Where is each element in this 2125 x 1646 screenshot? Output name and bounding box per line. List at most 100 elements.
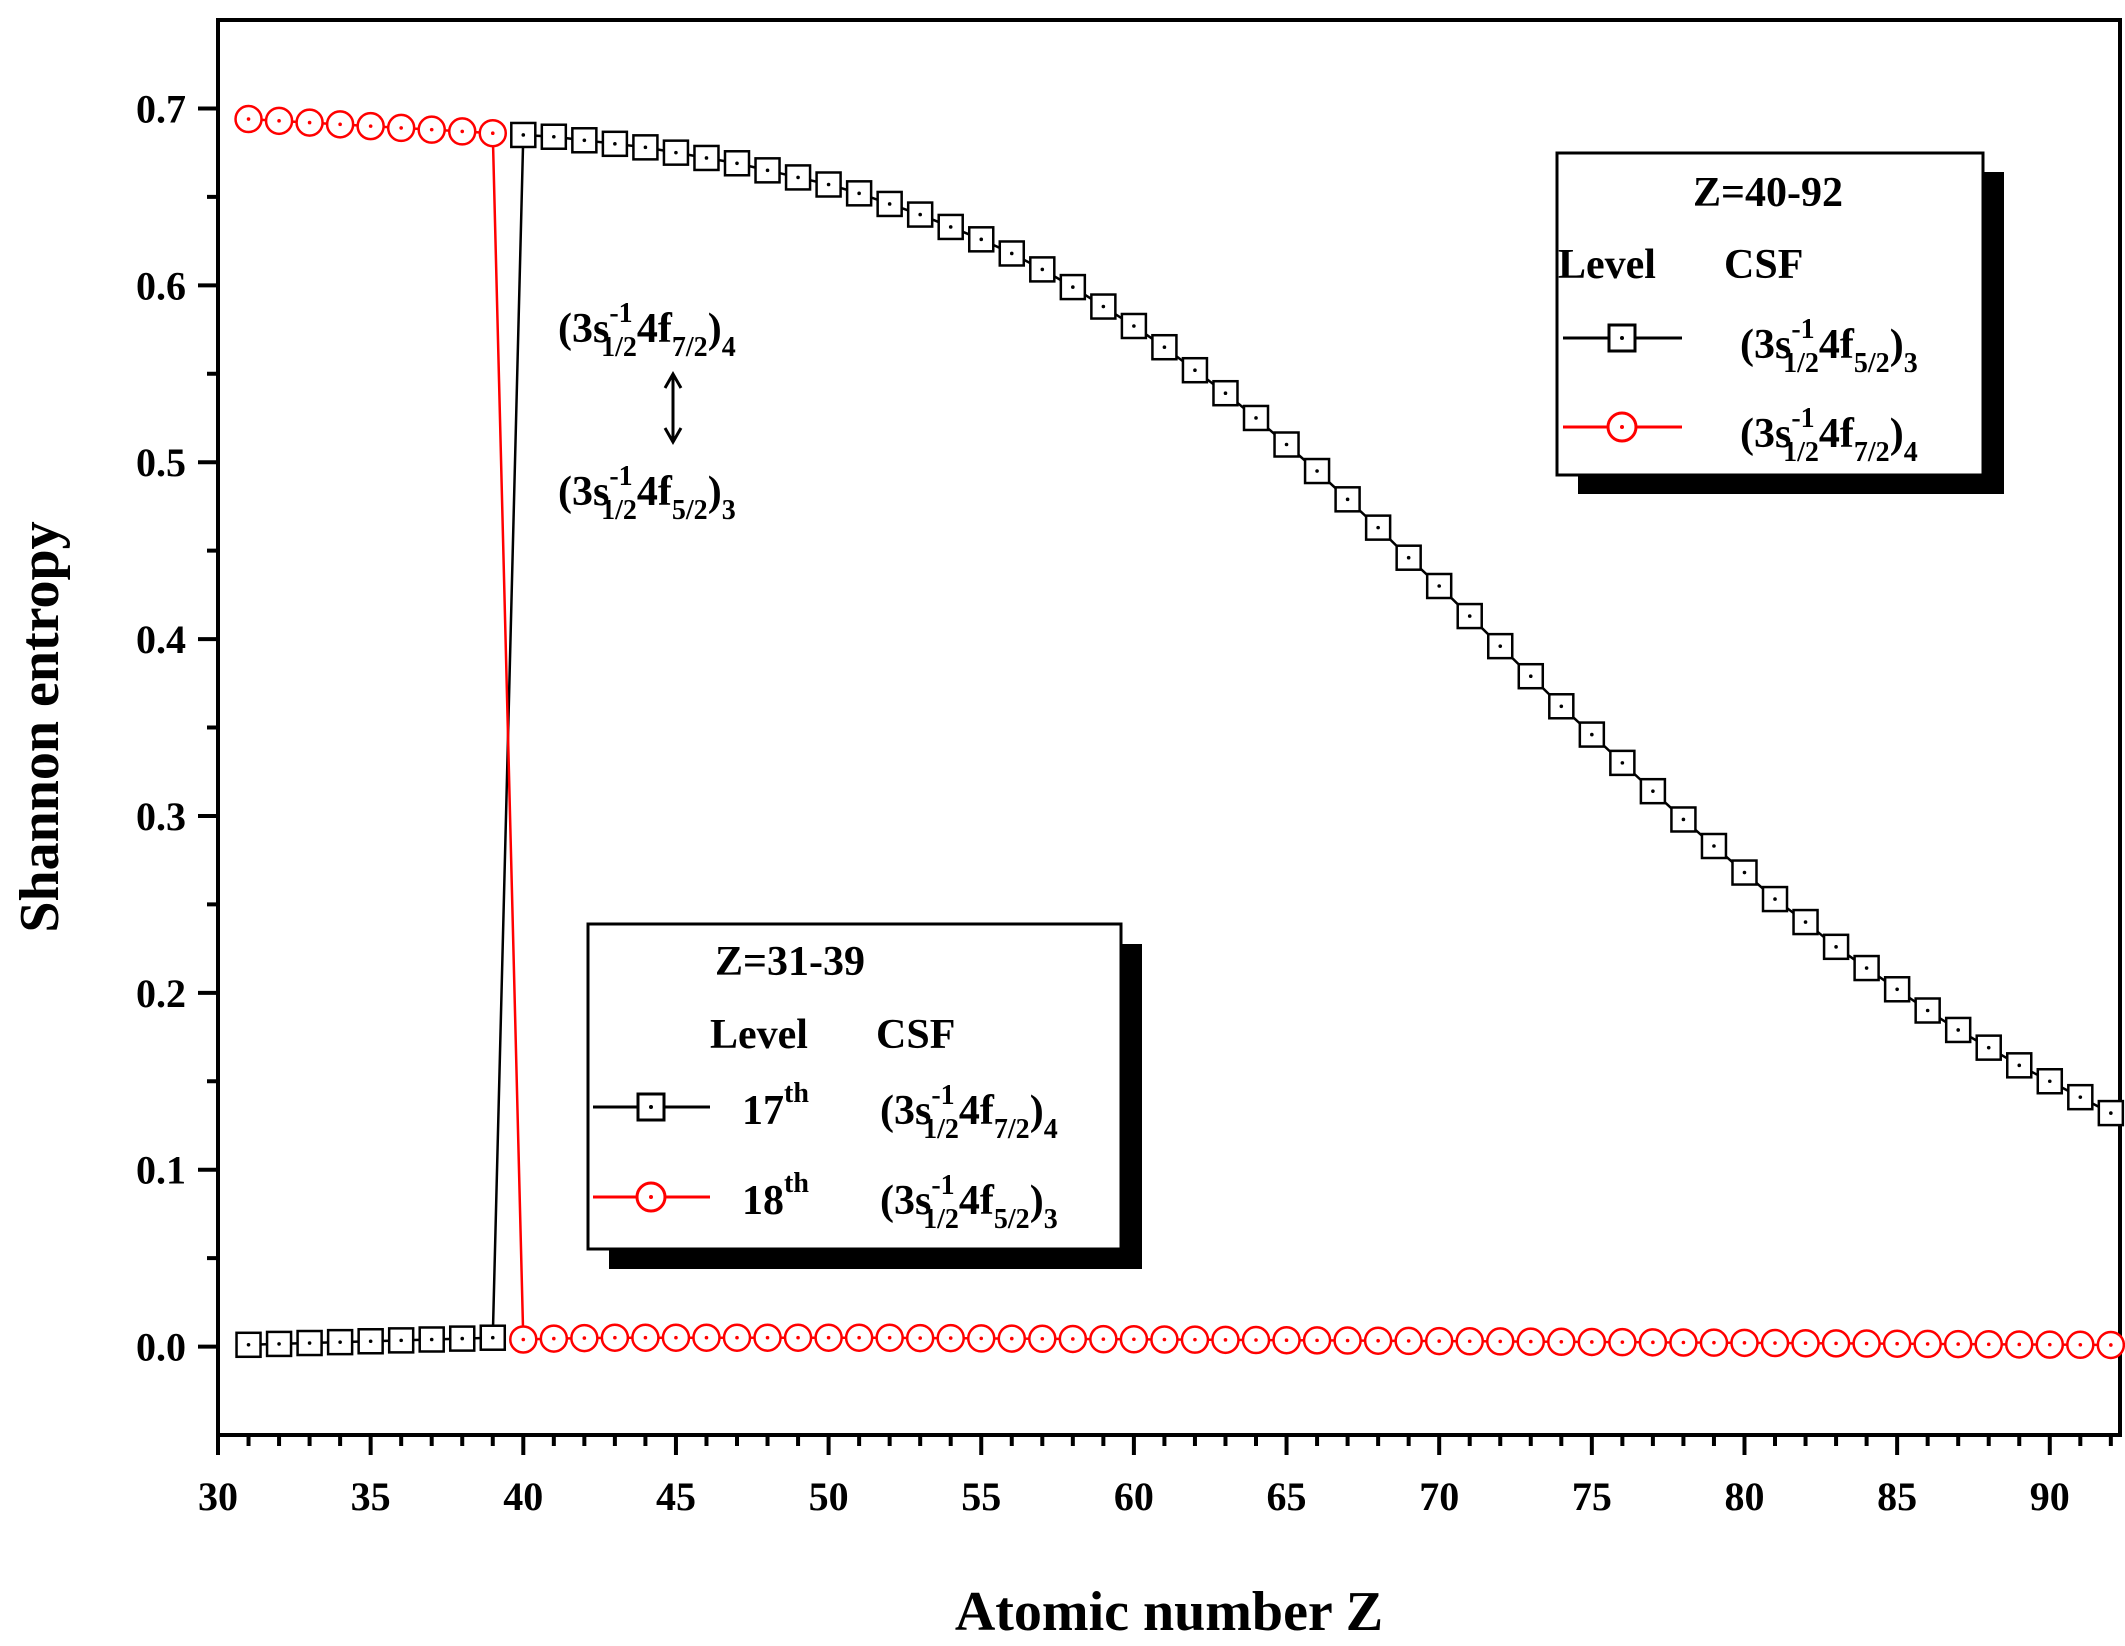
data-point-dot — [2047, 1079, 2052, 1084]
data-point — [2067, 1083, 2094, 1111]
legend-level-label: 17th — [742, 1078, 809, 1134]
data-point — [1486, 632, 1514, 660]
data-point-dot — [1925, 1342, 1930, 1346]
data-point-dot — [1498, 644, 1503, 648]
data-point-dot — [307, 120, 312, 125]
data-point-dot — [918, 1336, 922, 1340]
data-point-dot — [2078, 1095, 2083, 1099]
data-point-dot — [887, 1335, 892, 1340]
data-point — [906, 201, 934, 228]
data-point-dot — [460, 1336, 465, 1341]
data-point-dot — [704, 1335, 709, 1340]
data-point-dot — [1193, 1337, 1197, 1342]
data-point-dot — [1437, 584, 1441, 588]
data-point-dot — [399, 126, 403, 130]
data-point-dot — [338, 122, 342, 127]
y-tick-label: 0.6 — [136, 263, 186, 308]
data-point-dot — [1193, 368, 1197, 373]
data-point-dot — [765, 1335, 770, 1340]
data-point-dot — [1376, 525, 1380, 530]
legend-entry-label: (3s-1 1/24f7/2)4 — [880, 1080, 1058, 1145]
data-point-dot — [979, 1336, 984, 1341]
data-point-dot — [368, 124, 373, 128]
data-point-dot — [1681, 1340, 1686, 1345]
data-point-dot — [1803, 920, 1808, 924]
data-point-dot — [674, 1335, 678, 1340]
data-point-dot — [796, 1335, 800, 1340]
data-point-dot — [1467, 614, 1472, 618]
data-point-dot — [1009, 251, 1014, 256]
data-point-dot — [826, 1335, 831, 1340]
data-point-dot — [1132, 1337, 1136, 1342]
data-point-dot — [1590, 732, 1594, 737]
data-point-dot — [1834, 945, 1838, 949]
data-point-dot — [1162, 1337, 1167, 1342]
data-point-dot — [490, 131, 495, 135]
y-axis-title: Shannon entropy — [9, 521, 71, 932]
data-point-dot — [246, 117, 251, 121]
data-point-dot — [1742, 870, 1747, 875]
x-tick-label: 60 — [1114, 1474, 1154, 1519]
data-point — [265, 1330, 293, 1358]
data-point-dot — [979, 237, 984, 242]
legend-swatch-square — [1563, 323, 1682, 353]
data-point-dot — [1223, 391, 1228, 396]
data-point-dot — [1864, 966, 1869, 970]
data-point-dot — [1162, 345, 1167, 350]
legend-level-label: 18th — [742, 1168, 809, 1224]
data-point-dot — [2017, 1342, 2022, 1347]
data-point-dot — [1284, 1338, 1289, 1342]
data-point-dot — [277, 1342, 281, 1346]
data-point-dot — [2109, 1111, 2113, 1115]
legend-swatch-square — [593, 1092, 710, 1122]
legend-entry-label: (3s-1 1/24f5/2)3 — [880, 1170, 1058, 1235]
x-tick-label: 90 — [2030, 1474, 2070, 1519]
data-point-dot — [1009, 1336, 1014, 1341]
legend-swatch-circle — [593, 1181, 710, 1213]
y-tick-label: 0.4 — [136, 617, 186, 662]
data-point-dot — [613, 1335, 617, 1340]
data-point-dot — [1284, 442, 1289, 447]
data-point-dot — [1406, 1339, 1411, 1343]
annotation-bottom-label: (3s-1 1/24f5/2)3 — [558, 461, 736, 526]
legend-z40-92: Z=40-92 Level CSF (3s-1 1/24f5/2)3 (3s-1 1… — [1555, 151, 2004, 494]
annotation-top-label: (3s-1 1/24f7/2)4 — [558, 298, 736, 363]
data-point-dot — [1315, 1338, 1319, 1343]
data-point-dot — [1315, 469, 1319, 473]
data-point-dot — [948, 225, 953, 229]
x-tick-label: 45 — [656, 1474, 696, 1519]
y-tick-label: 0.0 — [136, 1325, 186, 1370]
data-point — [1181, 356, 1209, 384]
data-point-dot — [1712, 1340, 1716, 1345]
x-tick-label: 70 — [1419, 1474, 1459, 1519]
data-point — [1212, 379, 1239, 407]
data-point-dot — [1345, 1338, 1350, 1343]
y-axis-ticks: 0.0 0.1 0.2 0.3 0.4 0.5 0.6 0.7 — [136, 86, 218, 1370]
data-point — [418, 1326, 445, 1353]
data-point-dot — [1101, 1337, 1106, 1341]
legend-col-level: Level — [710, 1012, 808, 1058]
data-point-dot — [1498, 1339, 1503, 1344]
data-point-dot — [490, 1335, 495, 1340]
data-point-dot — [1406, 555, 1411, 560]
data-point-dot — [1528, 674, 1533, 679]
data-point-dot — [887, 202, 892, 206]
legend-box — [586, 922, 1123, 1251]
data-point-dot — [1132, 324, 1136, 328]
data-point-dot — [1620, 761, 1625, 765]
data-point — [1883, 976, 1911, 1003]
data-point-dot — [796, 175, 800, 180]
data-point-dot — [368, 1339, 373, 1344]
data-point-dot — [1864, 1341, 1869, 1346]
data-point-dot — [246, 1342, 251, 1347]
data-point-dot — [643, 145, 648, 150]
data-point-dot — [918, 212, 922, 217]
data-point-dot — [1559, 704, 1564, 709]
data-point-dot — [1986, 1045, 1991, 1050]
data-point-dot — [1895, 987, 1899, 992]
data-point-dot — [1071, 1337, 1075, 1341]
data-point-dot — [1956, 1028, 1960, 1032]
data-point-dot — [735, 161, 739, 166]
data-point-dot — [613, 142, 617, 146]
data-point — [693, 144, 720, 172]
